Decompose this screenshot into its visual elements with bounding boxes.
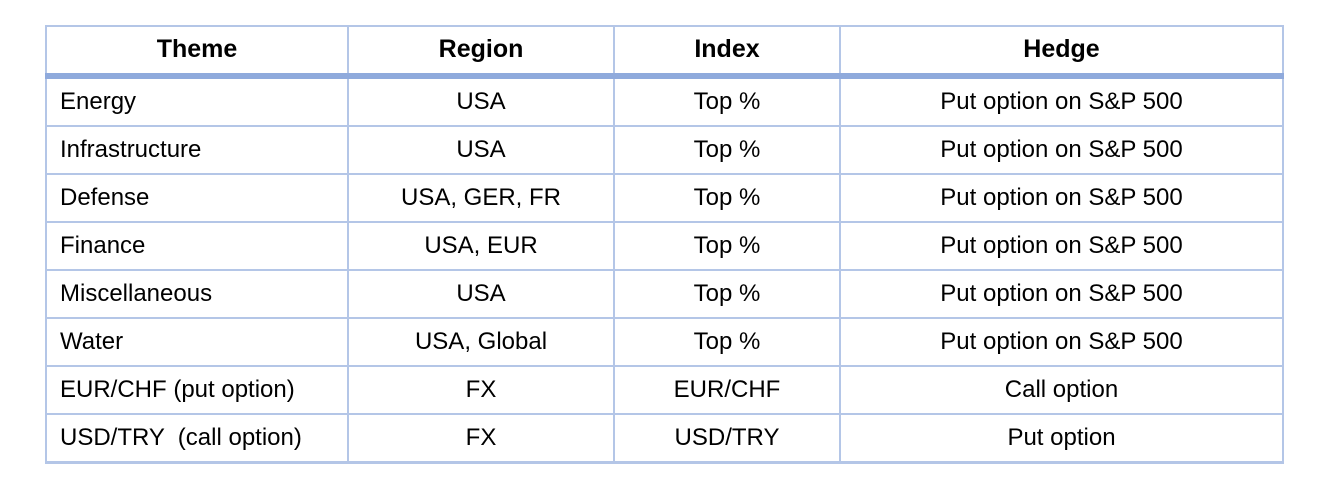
cell-region: FX [347, 365, 615, 415]
table-row: Water USA, Global Top % Put option on S&… [45, 317, 1284, 367]
cell-hedge: Call option [839, 365, 1284, 415]
header-row: Theme Region Index Hedge [45, 25, 1284, 79]
table-row: Defense USA, GER, FR Top % Put option on… [45, 173, 1284, 223]
cell-theme: Water [45, 317, 349, 367]
hedge-overview-table-container: Theme Region Index Hedge Energy USA Top … [45, 25, 1284, 464]
cell-region: USA [347, 269, 615, 319]
cell-region: USA [347, 75, 615, 127]
cell-region: FX [347, 413, 615, 464]
table-row: Finance USA, EUR Top % Put option on S&P… [45, 221, 1284, 271]
cell-region: USA [347, 125, 615, 175]
cell-index: Top % [613, 173, 841, 223]
cell-hedge: Put option on S&P 500 [839, 75, 1284, 127]
table-header: Theme Region Index Hedge [45, 25, 1284, 79]
cell-hedge: Put option on S&P 500 [839, 125, 1284, 175]
cell-hedge: Put option on S&P 500 [839, 269, 1284, 319]
cell-hedge: Put option on S&P 500 [839, 221, 1284, 271]
cell-index: Top % [613, 221, 841, 271]
table-body: Energy USA Top % Put option on S&P 500 I… [45, 75, 1284, 464]
cell-region: USA, GER, FR [347, 173, 615, 223]
cell-theme: Finance [45, 221, 349, 271]
cell-theme: Infrastructure [45, 125, 349, 175]
cell-hedge: Put option on S&P 500 [839, 173, 1284, 223]
cell-theme: USD/TRY (call option) [45, 413, 349, 464]
table-row: Energy USA Top % Put option on S&P 500 [45, 75, 1284, 127]
cell-index: Top % [613, 75, 841, 127]
cell-index: Top % [613, 125, 841, 175]
table-row: Infrastructure USA Top % Put option on S… [45, 125, 1284, 175]
cell-index: Top % [613, 317, 841, 367]
cell-theme: EUR/CHF (put option) [45, 365, 349, 415]
cell-index: USD/TRY [613, 413, 841, 464]
cell-index: Top % [613, 269, 841, 319]
cell-region: USA, EUR [347, 221, 615, 271]
cell-region: USA, Global [347, 317, 615, 367]
column-header-hedge: Hedge [839, 25, 1284, 79]
cell-hedge: Put option [839, 413, 1284, 464]
table-row: EUR/CHF (put option) FX EUR/CHF Call opt… [45, 365, 1284, 415]
column-header-theme: Theme [45, 25, 349, 79]
cell-theme: Defense [45, 173, 349, 223]
hedge-overview-table: Theme Region Index Hedge Energy USA Top … [45, 25, 1284, 464]
table-row: USD/TRY (call option) FX USD/TRY Put opt… [45, 413, 1284, 464]
table-row: Miscellaneous USA Top % Put option on S&… [45, 269, 1284, 319]
cell-hedge: Put option on S&P 500 [839, 317, 1284, 367]
cell-theme: Miscellaneous [45, 269, 349, 319]
cell-index: EUR/CHF [613, 365, 841, 415]
cell-theme: Energy [45, 75, 349, 127]
column-header-index: Index [613, 25, 841, 79]
column-header-region: Region [347, 25, 615, 79]
